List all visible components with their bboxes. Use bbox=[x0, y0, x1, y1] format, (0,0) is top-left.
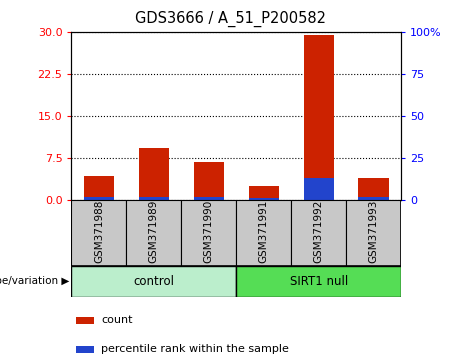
Text: percentile rank within the sample: percentile rank within the sample bbox=[101, 344, 289, 354]
Text: GSM371991: GSM371991 bbox=[259, 200, 269, 263]
Bar bbox=[194, 198, 224, 200]
Bar bbox=[346, 200, 401, 266]
Bar bbox=[236, 200, 291, 266]
Bar bbox=[359, 198, 389, 200]
Bar bbox=[71, 200, 126, 266]
Bar bbox=[303, 35, 334, 200]
Bar bbox=[236, 266, 401, 297]
Bar bbox=[139, 198, 169, 200]
Text: GSM371988: GSM371988 bbox=[94, 200, 104, 263]
Bar bbox=[291, 200, 346, 266]
Text: GSM371989: GSM371989 bbox=[149, 200, 159, 263]
Text: GSM371992: GSM371992 bbox=[313, 200, 324, 263]
Text: GSM371993: GSM371993 bbox=[369, 200, 378, 263]
Text: SIRT1 null: SIRT1 null bbox=[290, 275, 348, 288]
Bar bbox=[126, 200, 181, 266]
Bar bbox=[248, 198, 279, 200]
Bar bbox=[303, 178, 334, 200]
Bar bbox=[181, 200, 236, 266]
Text: GSM371990: GSM371990 bbox=[204, 200, 214, 263]
Bar bbox=[84, 176, 114, 200]
Bar bbox=[76, 317, 95, 324]
Bar bbox=[194, 162, 224, 200]
Text: genotype/variation ▶: genotype/variation ▶ bbox=[0, 276, 69, 286]
Bar bbox=[139, 148, 169, 200]
Text: GDS3666 / A_51_P200582: GDS3666 / A_51_P200582 bbox=[135, 11, 326, 27]
Bar bbox=[76, 346, 95, 353]
Bar bbox=[71, 266, 236, 297]
Bar bbox=[84, 198, 114, 200]
Bar bbox=[248, 186, 279, 200]
Bar bbox=[359, 178, 389, 200]
Text: control: control bbox=[133, 275, 174, 288]
Text: count: count bbox=[101, 315, 133, 325]
